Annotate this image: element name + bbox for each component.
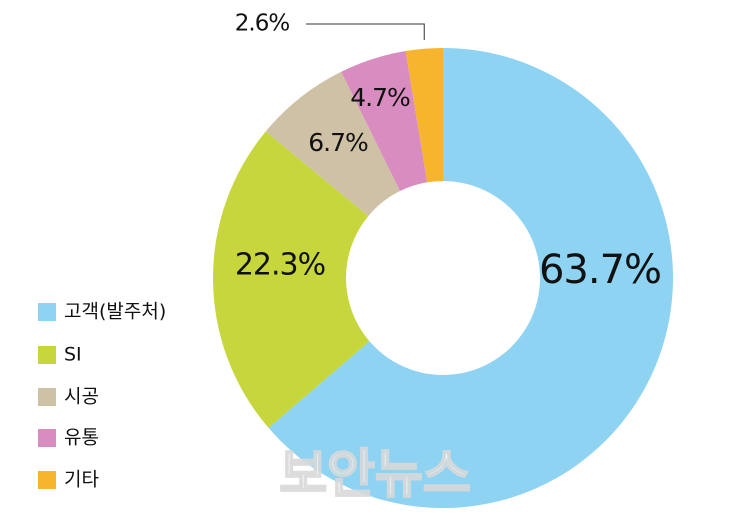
leader-line xyxy=(306,23,425,40)
legend-swatch xyxy=(38,303,56,321)
data-label: 2.6% xyxy=(235,11,290,37)
donut-slice xyxy=(212,131,370,428)
legend-label: 기타 xyxy=(64,469,99,491)
legend-swatch xyxy=(38,471,56,489)
legend-label: 유통 xyxy=(64,427,99,449)
donut-slice xyxy=(268,48,673,508)
data-label: 63.7% xyxy=(539,247,661,293)
data-label: 6.7% xyxy=(308,128,368,157)
watermark: 보안뉴스 xyxy=(279,445,470,505)
data-label: 4.7% xyxy=(350,83,410,112)
legend-swatch xyxy=(38,388,56,406)
donut-slice xyxy=(341,51,428,192)
legend-swatch xyxy=(38,346,56,364)
legend-label: SI xyxy=(64,344,82,366)
legend-swatch xyxy=(38,429,56,447)
legend-label: 시공 xyxy=(64,386,99,408)
donut-slice xyxy=(265,71,401,217)
data-label: 22.3% xyxy=(235,248,325,283)
legend-label: 고객(발주처) xyxy=(64,301,166,323)
donut-slice xyxy=(405,48,443,183)
